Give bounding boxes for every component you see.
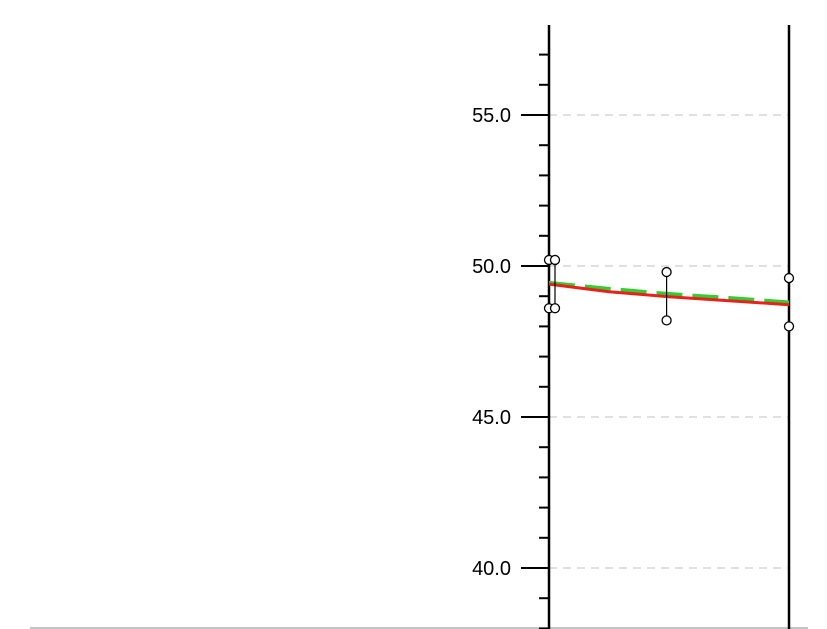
gridlines [549, 114, 789, 569]
series [548, 280, 790, 307]
data-point [661, 315, 672, 326]
data-point [661, 266, 672, 278]
data-point [549, 303, 561, 314]
y-tick-label: 55.0 [472, 105, 511, 127]
data-point [783, 321, 795, 332]
data-point [783, 272, 795, 284]
data-point [549, 254, 561, 266]
y-tick-label: 45.0 [472, 407, 511, 429]
y-tick-label: 50.0 [472, 256, 511, 278]
y-tick-label: 40.0 [472, 558, 511, 580]
series-line-dashed [548, 280, 790, 304]
data-markers [543, 254, 795, 332]
series-line-solid [548, 282, 790, 307]
